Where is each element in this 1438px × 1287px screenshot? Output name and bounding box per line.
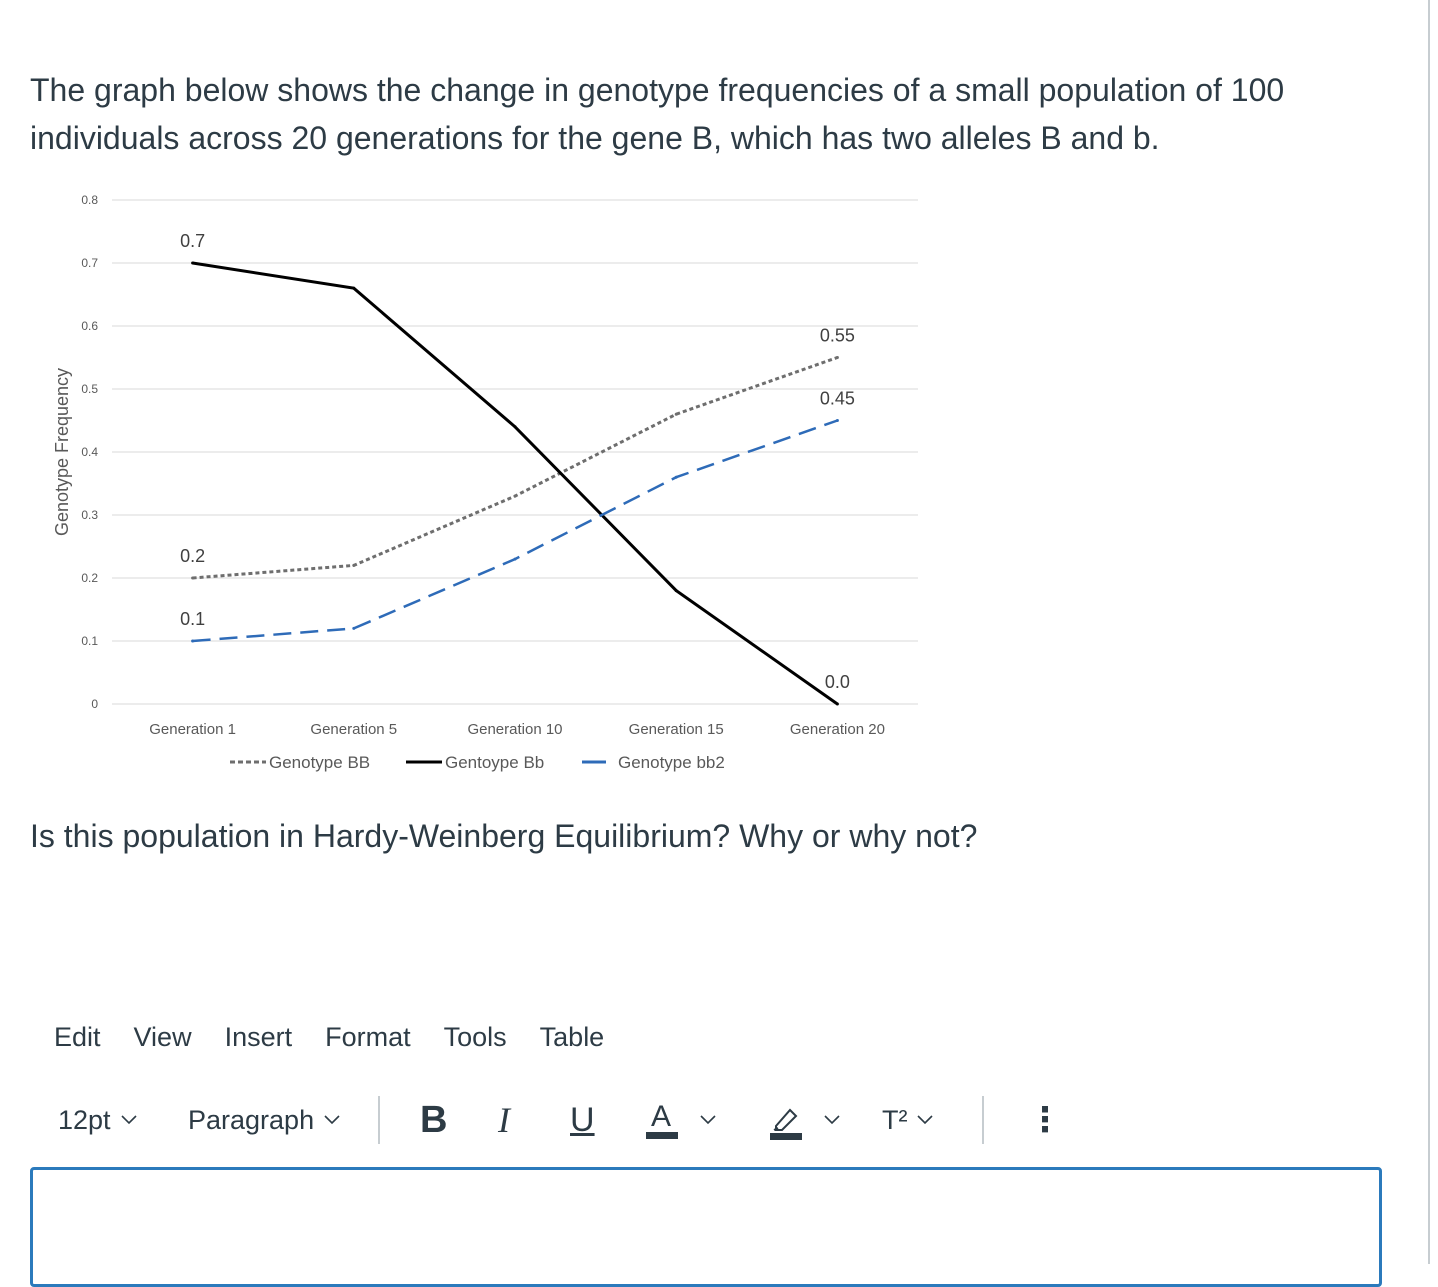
italic-button[interactable]: I [498, 1100, 510, 1140]
toolbar-divider [378, 1096, 380, 1144]
data-label: 0.55 [820, 326, 855, 346]
y-tick-label: 0 [91, 697, 98, 711]
menu-insert[interactable]: Insert [224, 1022, 293, 1052]
series-line [192, 419, 838, 643]
legend-label: Genotype bb2 [618, 753, 725, 772]
y-tick-label: 0.1 [81, 634, 98, 648]
data-point [191, 576, 195, 580]
underline-button[interactable]: U [570, 1100, 595, 1139]
menu-format[interactable]: Format [325, 1022, 411, 1052]
x-tick-label: Generation 15 [629, 721, 724, 738]
text-color-letter: A [651, 1100, 672, 1133]
y-axis-label: Genotype Frequency [52, 368, 72, 536]
superscript-icon: T² [882, 1104, 908, 1135]
data-point [835, 419, 839, 422]
y-tick-label: 0.4 [81, 445, 98, 459]
block-format-value: Paragraph [188, 1104, 315, 1135]
text-color-icon: A [646, 1098, 678, 1142]
data-point [513, 425, 517, 429]
data-label: 0.2 [180, 546, 205, 566]
text-color-button[interactable]: A [646, 1092, 716, 1148]
data-point [513, 494, 517, 498]
highlight-color-button[interactable] [770, 1092, 840, 1148]
data-point [835, 356, 839, 359]
legend-label: Gentoype Bb [445, 753, 544, 772]
data-point [513, 557, 517, 561]
genotype-frequency-chart: 0 0.1 0.2 0.3 0.4 0.5 0.6 0.7 0.8 Genotype Freque… [52, 193, 918, 772]
data-point [352, 286, 356, 290]
data-point [352, 626, 356, 630]
menu-edit[interactable]: Edit [54, 1022, 101, 1052]
data-point [352, 563, 356, 567]
menu-tools[interactable]: Tools [443, 1022, 507, 1052]
data-label: 0.1 [180, 609, 205, 629]
data-point [835, 702, 839, 706]
more-options-button[interactable]: ⋮ [1028, 1101, 1062, 1139]
x-tick-label: Generation 10 [467, 721, 562, 738]
data-label: 0.45 [820, 389, 855, 409]
editor-menubar: Edit View Insert Format Tools Table [54, 1022, 637, 1053]
y-tick-label: 0.7 [81, 256, 98, 270]
series-line [192, 356, 838, 580]
y-tick-label: 0.3 [81, 508, 98, 522]
font-size-select[interactable]: 12pt [58, 1092, 137, 1148]
question-text: The graph below shows the change in geno… [30, 72, 1285, 156]
answer-editor[interactable] [30, 1167, 1382, 1287]
font-size-value: 12pt [58, 1104, 111, 1135]
data-label: 0.7 [180, 231, 205, 251]
y-tick-label: 0.2 [81, 571, 98, 585]
data-point [674, 412, 678, 416]
x-tick-label: Generation 20 [790, 721, 885, 738]
highlighter-icon [770, 1108, 802, 1140]
chevron-down-icon [917, 1115, 934, 1125]
data-point [191, 261, 195, 265]
menu-view[interactable]: View [133, 1022, 192, 1052]
editor-toolbar: 12pt Paragraph B I U A T² ⋮ [58, 1092, 1062, 1148]
series-line [192, 261, 839, 706]
chevron-down-icon [824, 1115, 840, 1125]
x-tick-label: Generation 1 [149, 721, 236, 738]
bold-button[interactable]: B [420, 1098, 448, 1141]
data-label: 0.0 [825, 672, 850, 692]
chevron-down-icon [700, 1115, 716, 1125]
block-format-select[interactable]: Paragraph [188, 1092, 340, 1148]
text-color-swatch [646, 1132, 678, 1139]
y-tick-label: 0.6 [81, 319, 98, 333]
menu-table[interactable]: Table [539, 1022, 605, 1052]
legend-label: Genotype BB [269, 753, 370, 772]
question-prompt: Is this population in Hardy-Weinberg Equ… [30, 818, 978, 854]
chevron-down-icon [120, 1115, 137, 1125]
y-tick-label: 0.5 [81, 382, 98, 396]
chevron-down-icon [324, 1115, 340, 1125]
x-tick-label: Generation 5 [310, 721, 397, 738]
data-point [674, 475, 678, 479]
toolbar-divider [982, 1096, 984, 1144]
data-point [674, 589, 678, 593]
page-right-border [1428, 0, 1430, 1264]
superscript-button[interactable]: T² [882, 1092, 934, 1148]
y-tick-label: 0.8 [81, 193, 98, 207]
data-point [191, 639, 195, 643]
